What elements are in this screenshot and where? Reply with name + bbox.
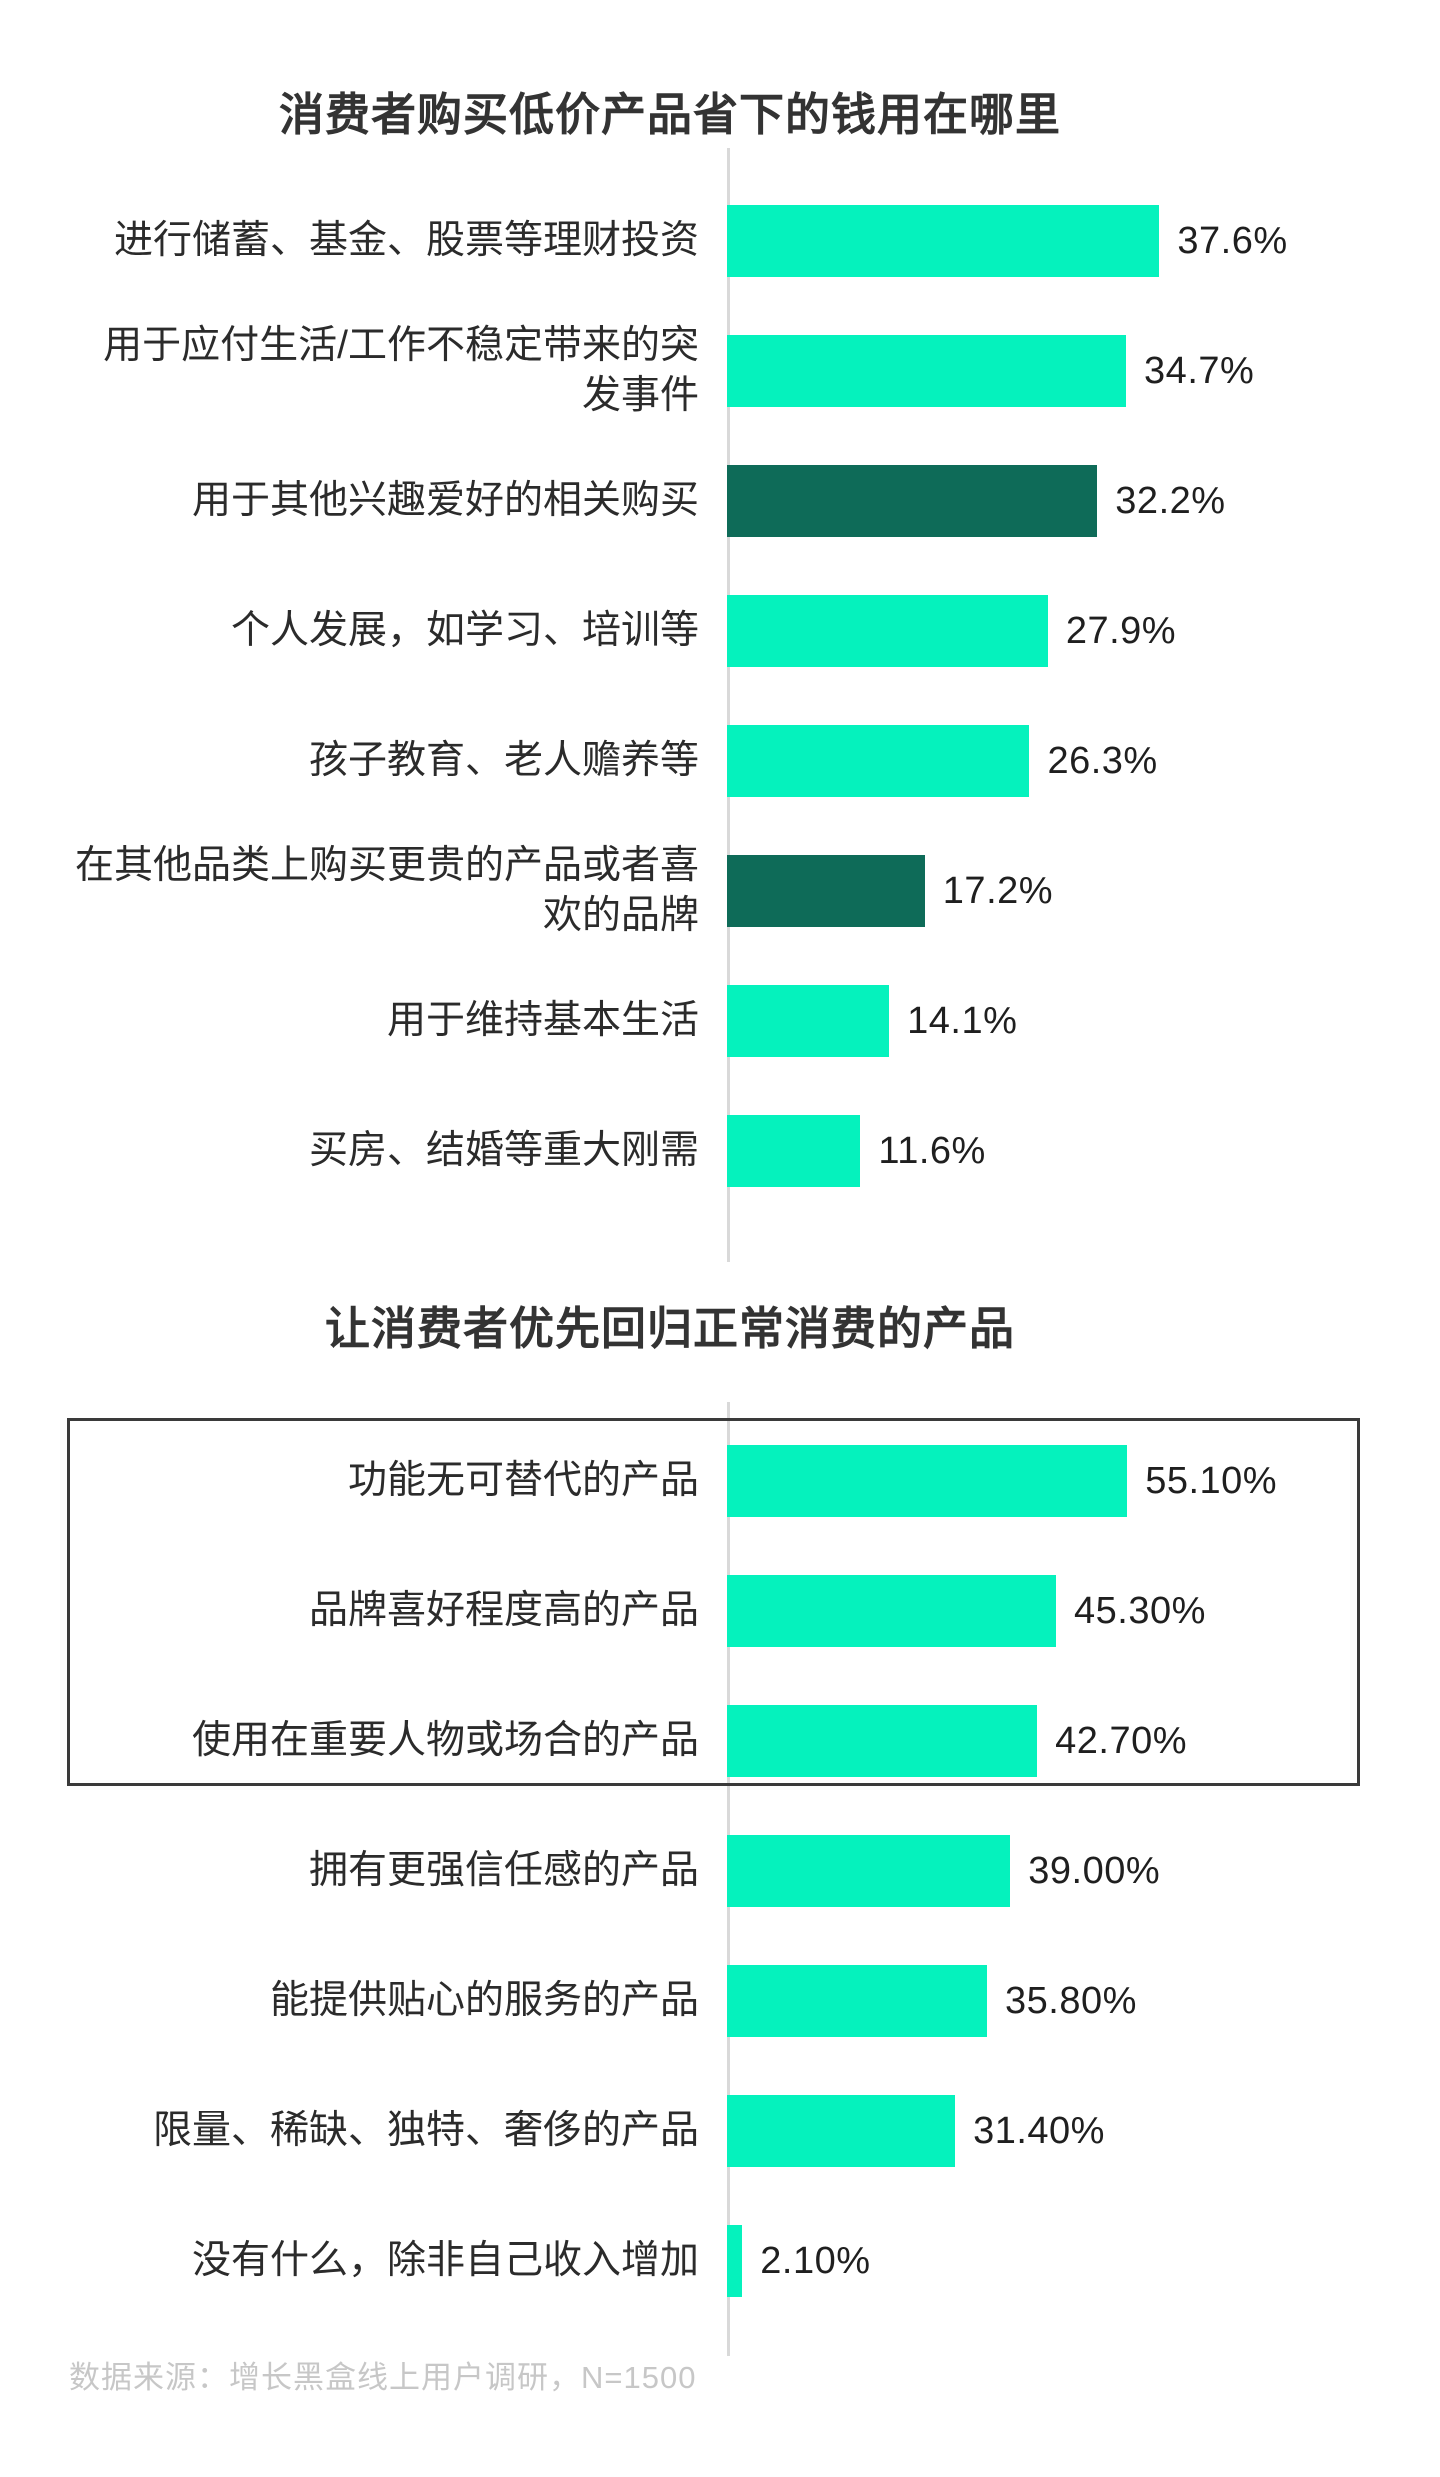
chart-savings-usage: 消费者购买低价产品省下的钱用在哪里 进行储蓄、基金、股票等理财投资 37.6% 用于… [65,88,1390,1262]
value-label: 39.00% [1028,1849,1161,1892]
bar-area: 55.10% [727,1445,1390,1517]
bar [727,2095,956,2167]
bar-row: 用于维持基本生活 14.1% [65,956,1390,1086]
bar-row: 用于其他兴趣爱好的相关购买 32.2% [65,436,1390,566]
category-label: 买房、结婚等重大刚需 [308,1129,699,1172]
category-label: 个人发展，如学习、培训等 [230,609,699,652]
bar-area: 31.40% [727,2095,1390,2167]
bar-row: 功能无可替代的产品 55.10% [65,1416,1390,1546]
bar-row: 拥有更强信任感的产品 39.00% [65,1806,1390,1936]
value-label: 42.70% [1055,1719,1188,1762]
category-label: 用于维持基本生活 [386,999,699,1042]
data-source-note: 数据来源：增长黑盒线上用户调研，N=1500 [69,2360,697,2395]
value-label: 31.40% [973,2109,1105,2152]
value-label: 2.10% [760,2239,871,2282]
value-label: 17.2% [942,869,1054,912]
chart-title-priority-products: 让消费者优先回归正常消费的产品 [324,1303,1015,1354]
bar-area: 26.3% [727,725,1390,797]
value-label: 27.9% [1065,609,1177,652]
value-label: 34.7% [1144,349,1255,392]
category-label: 孩子教育、老人赡养等 [308,739,699,782]
chart-title-savings-usage: 消费者购买低价产品省下的钱用在哪里 [278,89,1061,140]
bar-row: 使用在重要人物或场合的产品 42.70% [65,1676,1390,1806]
bar [727,1445,1128,1517]
category-label: 用于应付生活/工作不稳定带来的突发事件 [103,324,699,417]
bar-row: 限量、稀缺、独特、奢侈的产品 31.40% [65,2066,1390,2196]
bar-area: 2.10% [727,2225,1390,2297]
bar-row: 能提供贴心的服务的产品 35.80% [65,1936,1390,2066]
value-label: 37.6% [1177,219,1288,262]
bar-area: 14.1% [727,985,1390,1057]
bar [727,335,1127,407]
bar-rows-savings-usage: 进行储蓄、基金、股票等理财投资 37.6% 用于应付生活/工作不稳定带来的突发事件 3… [65,148,1390,1262]
bar-row: 买房、结婚等重大刚需 11.6% [65,1086,1390,1216]
bar [727,1965,988,2037]
value-label: 32.2% [1115,479,1226,522]
category-label: 没有什么，除非自己收入增加 [191,2239,699,2282]
bar [727,465,1098,537]
bar-area: 37.6% [727,205,1390,277]
bar [727,205,1160,277]
bar-area: 27.9% [727,595,1390,667]
category-label: 用于其他兴趣爱好的相关购买 [191,479,699,522]
bar-row: 孩子教育、老人赡养等 26.3% [65,696,1390,826]
category-label: 进行储蓄、基金、股票等理财投资 [113,219,699,262]
bar [727,855,925,927]
bar-area: 17.2% [727,855,1390,927]
bar-row: 个人发展，如学习、培训等 27.9% [65,566,1390,696]
bar-area: 35.80% [727,1965,1390,2037]
bar-row: 在其他品类上购买更贵的产品或者喜欢的品牌 17.2% [65,826,1390,956]
category-label: 使用在重要人物或场合的产品 [191,1719,699,1762]
bar [727,1835,1011,1907]
category-label: 能提供贴心的服务的产品 [269,1979,699,2022]
value-label: 35.80% [1005,1979,1137,2022]
value-label: 14.1% [907,999,1018,1042]
bar-row: 用于应付生活/工作不稳定带来的突发事件 34.7% [65,306,1390,436]
bar-area: 39.00% [727,1835,1390,1907]
category-label: 拥有更强信任感的产品 [308,1849,699,1892]
bar [727,1575,1057,1647]
bar-area: 32.2% [727,465,1390,537]
bar-row: 没有什么，除非自己收入增加 2.10% [65,2196,1390,2326]
bar [727,725,1030,797]
bar [727,595,1048,667]
value-label: 45.30% [1074,1589,1206,1632]
category-label: 功能无可替代的产品 [347,1459,699,1502]
value-label: 26.3% [1047,739,1158,782]
bar [727,1115,861,1187]
bar-row: 进行储蓄、基金、股票等理财投资 37.6% [65,176,1390,306]
bar-area: 11.6% [727,1115,1390,1187]
bar-area: 34.7% [727,335,1390,407]
category-label: 品牌喜好程度高的产品 [308,1589,699,1632]
bar-area: 42.70% [727,1705,1390,1777]
bar-row: 品牌喜好程度高的产品 45.30% [65,1546,1390,1676]
category-label: 限量、稀缺、独特、奢侈的产品 [152,2109,699,2152]
value-label: 55.10% [1145,1459,1278,1502]
axis-line [727,148,730,1262]
value-label: 11.6% [878,1129,986,1172]
bar-area: 45.30% [727,1575,1390,1647]
bar [727,985,890,1057]
bar [727,2225,743,2297]
category-label: 在其他品类上购买更贵的产品或者喜欢的品牌 [74,844,699,937]
bar-rows-priority-products: 功能无可替代的产品 55.10% 品牌喜好程度高的产品 45.30% 使用在重要人物或场… [65,1402,1390,2356]
chart-priority-products: 让消费者优先回归正常消费的产品 功能无可替代的产品 55.10% 品牌喜好程度高的产… [65,1302,1390,2356]
bar [727,1705,1038,1777]
